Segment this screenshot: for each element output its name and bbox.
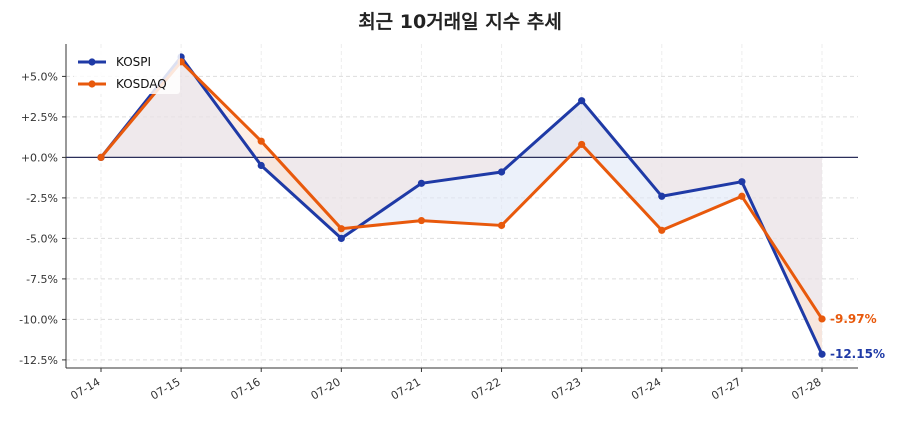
- x-tick-label: 07-22: [469, 375, 503, 402]
- series-line-kosdaq: [99, 60, 824, 320]
- data-point-kosdaq: [257, 137, 265, 145]
- legend-marker-kosdaq: [88, 80, 96, 88]
- y-tick-label: -2.5%: [26, 192, 58, 205]
- end-value-label-kosdaq: -9.97%: [830, 312, 877, 326]
- legend-label-kospi: KOSPI: [116, 55, 151, 69]
- legend-marker-kospi: [88, 58, 96, 66]
- data-point-kospi: [818, 350, 826, 358]
- line-layer: [99, 55, 824, 355]
- data-point-kosdaq: [417, 216, 426, 225]
- data-point-kospi: [738, 178, 746, 186]
- between-series-fill: [421, 171, 502, 226]
- data-point-kospi: [658, 192, 666, 200]
- y-tick-label: +0.0%: [21, 151, 58, 164]
- y-tick-label: -5.0%: [26, 232, 58, 245]
- legend-label-kosdaq: KOSDAQ: [116, 77, 167, 91]
- label-layer: -12.15% -9.97%: [830, 312, 885, 361]
- data-point-kosdaq: [497, 221, 506, 230]
- data-point-kospi: [257, 161, 265, 170]
- data-point-kosdaq: [818, 315, 826, 323]
- series-line-kospi: [99, 55, 824, 355]
- data-point-kosdaq: [578, 140, 586, 149]
- chart-title: 최근 10거래일 지수 추세: [358, 11, 562, 33]
- between-series-fill: [581, 100, 662, 231]
- y-tick-label: -12.5%: [19, 354, 58, 367]
- y-tick-label: -7.5%: [26, 273, 58, 286]
- data-point-kospi: [337, 234, 345, 242]
- x-tick-label: 07-27: [709, 375, 743, 402]
- data-point-kospi: [578, 97, 586, 105]
- x-tick-label: 07-20: [309, 375, 343, 402]
- x-tick-label: 07-28: [789, 375, 823, 402]
- end-value-label-kospi: -12.15%: [830, 347, 885, 361]
- y-tick-label: +5.0%: [21, 70, 58, 83]
- between-series-fill: [501, 100, 582, 226]
- data-point-kosdaq: [738, 192, 746, 200]
- data-point-kosdaq: [97, 153, 105, 161]
- legend: KOSPI KOSDAQ: [74, 50, 180, 94]
- data-point-kosdaq: [337, 225, 345, 233]
- x-tick-label: 07-21: [389, 375, 423, 402]
- axis-layer: +5.0% +2.5% +0.0% -2.5% -5.0% -7.5% -10.0% -12.…: [19, 44, 858, 403]
- x-tick-label: 07-23: [549, 375, 583, 402]
- x-tick-label: 07-15: [148, 375, 182, 402]
- data-point-kosdaq: [658, 226, 666, 234]
- data-point-kospi: [417, 179, 426, 187]
- between-series-fill: [261, 141, 342, 239]
- data-point-kospi: [497, 168, 506, 176]
- y-tick-label: -10.0%: [19, 313, 58, 326]
- x-tick-label: 07-16: [229, 375, 263, 402]
- point-layer: [97, 53, 826, 358]
- x-tick-label: 07-24: [629, 375, 663, 402]
- fill-layer: [101, 56, 822, 355]
- x-tick-label: 07-14: [68, 375, 102, 402]
- y-tick-label: +2.5%: [21, 111, 58, 124]
